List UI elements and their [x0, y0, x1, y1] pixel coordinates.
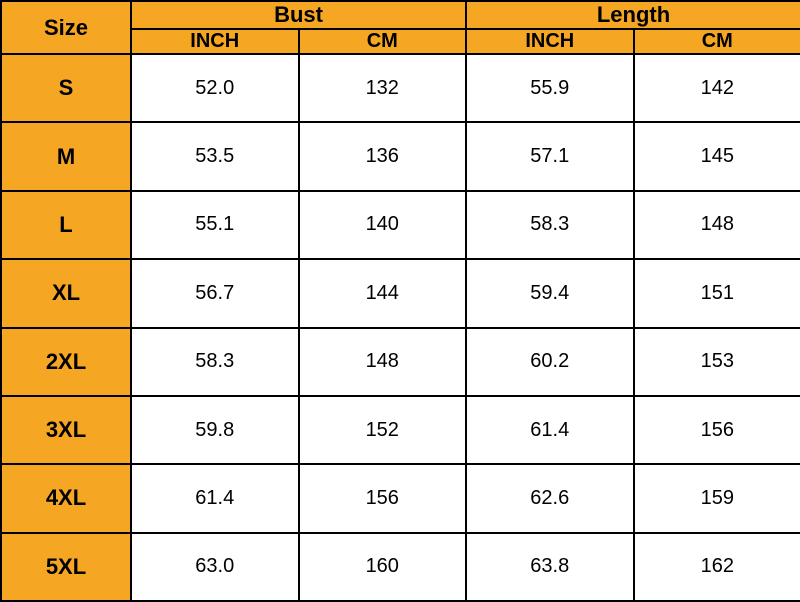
header-length: Length [466, 1, 800, 29]
cell-length-cm: 145 [634, 122, 800, 190]
table-row: 2XL 58.3 148 60.2 153 [1, 328, 800, 396]
table-row: M 53.5 136 57.1 145 [1, 122, 800, 190]
cell-bust-cm: 148 [299, 328, 467, 396]
cell-size: 2XL [1, 328, 131, 396]
cell-bust-inch: 59.8 [131, 396, 299, 464]
cell-length-inch: 62.6 [466, 464, 634, 532]
cell-length-cm: 151 [634, 259, 800, 327]
cell-bust-inch: 55.1 [131, 191, 299, 259]
table-body: S 52.0 132 55.9 142 M 53.5 136 57.1 145 … [1, 54, 800, 601]
header-size: Size [1, 1, 131, 54]
cell-length-cm: 148 [634, 191, 800, 259]
cell-bust-inch: 61.4 [131, 464, 299, 532]
cell-size: M [1, 122, 131, 190]
size-chart-table: Size Bust Length INCH CM INCH CM S 52.0 … [0, 0, 800, 602]
header-length-cm: CM [634, 29, 800, 54]
cell-bust-inch: 63.0 [131, 533, 299, 601]
cell-bust-cm: 144 [299, 259, 467, 327]
cell-bust-cm: 136 [299, 122, 467, 190]
cell-size: 4XL [1, 464, 131, 532]
cell-length-inch: 61.4 [466, 396, 634, 464]
header-length-inch: INCH [466, 29, 634, 54]
cell-length-inch: 57.1 [466, 122, 634, 190]
cell-bust-cm: 156 [299, 464, 467, 532]
table-row: 4XL 61.4 156 62.6 159 [1, 464, 800, 532]
table-row: XL 56.7 144 59.4 151 [1, 259, 800, 327]
cell-bust-inch: 52.0 [131, 54, 299, 122]
table-row: 3XL 59.8 152 61.4 156 [1, 396, 800, 464]
cell-bust-cm: 160 [299, 533, 467, 601]
cell-length-cm: 159 [634, 464, 800, 532]
cell-size: L [1, 191, 131, 259]
header-bust: Bust [131, 1, 466, 29]
header-bust-cm: CM [299, 29, 467, 54]
cell-bust-cm: 140 [299, 191, 467, 259]
cell-size: S [1, 54, 131, 122]
cell-length-inch: 60.2 [466, 328, 634, 396]
cell-size: XL [1, 259, 131, 327]
cell-bust-cm: 152 [299, 396, 467, 464]
cell-bust-inch: 58.3 [131, 328, 299, 396]
table-row: 5XL 63.0 160 63.8 162 [1, 533, 800, 601]
table-row: S 52.0 132 55.9 142 [1, 54, 800, 122]
table-row: L 55.1 140 58.3 148 [1, 191, 800, 259]
cell-bust-cm: 132 [299, 54, 467, 122]
header-row-1: Size Bust Length [1, 1, 800, 29]
table-header: Size Bust Length INCH CM INCH CM [1, 1, 800, 54]
cell-size: 5XL [1, 533, 131, 601]
cell-bust-inch: 53.5 [131, 122, 299, 190]
cell-length-cm: 142 [634, 54, 800, 122]
cell-length-inch: 55.9 [466, 54, 634, 122]
cell-length-cm: 156 [634, 396, 800, 464]
cell-length-cm: 162 [634, 533, 800, 601]
cell-length-inch: 63.8 [466, 533, 634, 601]
cell-size: 3XL [1, 396, 131, 464]
cell-length-cm: 153 [634, 328, 800, 396]
cell-length-inch: 58.3 [466, 191, 634, 259]
header-bust-inch: INCH [131, 29, 299, 54]
cell-length-inch: 59.4 [466, 259, 634, 327]
cell-bust-inch: 56.7 [131, 259, 299, 327]
